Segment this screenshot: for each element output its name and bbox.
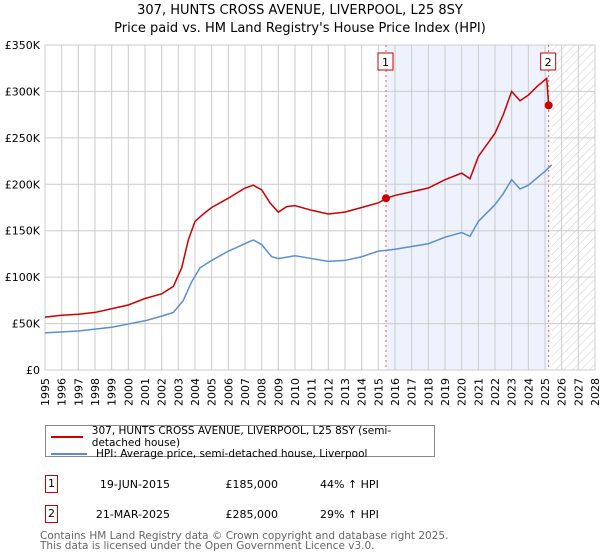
sale-label-box bbox=[377, 52, 394, 71]
x-tick-label: 2017 bbox=[406, 378, 419, 406]
x-tick-label: 1999 bbox=[106, 378, 119, 406]
x-tick-label: 2026 bbox=[556, 378, 569, 406]
sale-point bbox=[544, 101, 553, 110]
title: 307, HUNTS CROSS AVENUE, LIVERPOOL, L25 … bbox=[137, 3, 463, 18]
x-tick-label: 2009 bbox=[272, 378, 285, 406]
sale-point bbox=[382, 194, 390, 203]
sale-label: 1 bbox=[382, 56, 389, 69]
x-tick-label: 2013 bbox=[339, 378, 352, 406]
sale-marker-2: 2 bbox=[45, 505, 58, 523]
sale-hpi: 29% ↑ HPI bbox=[320, 507, 379, 521]
x-tick-label: 2016 bbox=[389, 378, 402, 406]
chart-title: 307, HUNTS CROSS AVENUE, LIVERPOOL, L25 … bbox=[0, 2, 600, 38]
legend-property: 307, HUNTS CROSS AVENUE, LIVERPOOL, L25 … bbox=[91, 424, 392, 449]
legend: 307, HUNTS CROSS AVENUE, LIVERPOOL, L25 … bbox=[45, 424, 435, 460]
x-tick-label: 2007 bbox=[239, 378, 252, 406]
y-tick-label: £100K bbox=[5, 271, 41, 284]
x-tick-label: 1997 bbox=[72, 378, 85, 406]
sale-price: £185,000 bbox=[225, 477, 279, 491]
x-tick-label: 2012 bbox=[322, 378, 335, 406]
x-tick-label: 2019 bbox=[439, 378, 452, 406]
sale-date: 21-MAR-2025 bbox=[95, 507, 170, 521]
x-tick-label: 2018 bbox=[422, 378, 435, 406]
x-tick-label: 2025 bbox=[539, 378, 552, 406]
x-tick-label: 2014 bbox=[356, 378, 369, 406]
x-tick-label: 2001 bbox=[139, 378, 152, 406]
sale-row-2: 2 21-MAR-2025 £285,000 29% ↑ HPI bbox=[45, 505, 379, 523]
sale-marker-1: 1 bbox=[45, 475, 58, 493]
y-tick-label: £350K bbox=[5, 39, 41, 52]
x-tick-label: 2020 bbox=[456, 378, 469, 406]
subtitle: Price paid vs. HM Land Registry's House … bbox=[114, 21, 486, 36]
footer-line-2: This data is licensed under the Open Gov… bbox=[40, 540, 375, 552]
x-tick-label: 2028 bbox=[589, 378, 600, 406]
sale-date: 19-JUN-2015 bbox=[99, 477, 170, 491]
sale-period-shade bbox=[386, 45, 549, 370]
x-tick-label: 2006 bbox=[222, 378, 235, 406]
series-line bbox=[44, 164, 553, 334]
sale-price: £285,000 bbox=[225, 507, 279, 521]
price-chart: 1995 1996 1997 1998 1999 2000 2001 2002 2003 2004… bbox=[5, 39, 600, 406]
x-tick-label: 2027 bbox=[572, 378, 585, 406]
y-tick-label: £150K bbox=[5, 225, 41, 238]
legend-swatch-red bbox=[51, 435, 83, 438]
future-hatch bbox=[551, 45, 595, 370]
sale-row-1: 1 19-JUN-2015 £185,000 44% ↑ HPI bbox=[45, 475, 379, 493]
x-tick-label: 1998 bbox=[89, 378, 102, 406]
sale-hpi: 44% ↑ HPI bbox=[320, 477, 379, 491]
y-tick-label: £250K bbox=[5, 132, 41, 145]
y-tick-label: £0 bbox=[26, 364, 40, 377]
sale-label: 2 bbox=[545, 56, 552, 69]
x-tick-label: 1995 bbox=[39, 378, 52, 406]
x-tick-label: 2008 bbox=[256, 378, 269, 406]
x-tick-label: 2024 bbox=[522, 378, 535, 406]
series-line bbox=[44, 76, 550, 318]
legend-hpi: HPI: Average price, semi-detached house,… bbox=[96, 447, 368, 460]
x-tick-label: 2002 bbox=[156, 378, 169, 406]
sale-label-box bbox=[540, 52, 557, 71]
x-tick-label: 2021 bbox=[472, 378, 485, 406]
footer-line-1: Contains HM Land Registry data © Crown c… bbox=[40, 530, 449, 542]
x-tick-label: 1996 bbox=[56, 378, 69, 406]
x-tick-label: 2004 bbox=[189, 378, 202, 406]
x-tick-label: 2010 bbox=[289, 378, 302, 406]
plot-frame bbox=[44, 44, 596, 371]
x-tick-label: 2015 bbox=[372, 378, 385, 406]
x-tick-label: 2011 bbox=[306, 378, 319, 406]
x-tick-label: 2023 bbox=[506, 378, 519, 406]
x-tick-label: 2005 bbox=[206, 378, 219, 406]
legend-swatch-blue bbox=[51, 452, 87, 455]
x-tick-label: 2003 bbox=[172, 378, 185, 406]
x-tick-label: 2000 bbox=[122, 378, 135, 406]
y-tick-label: £300K bbox=[5, 85, 41, 98]
y-tick-label: £200K bbox=[5, 178, 41, 191]
x-tick-label: 2022 bbox=[489, 378, 502, 406]
y-tick-label: £50K bbox=[12, 318, 41, 331]
footer: Contains HM Land Registry data © Crown c… bbox=[40, 530, 449, 552]
